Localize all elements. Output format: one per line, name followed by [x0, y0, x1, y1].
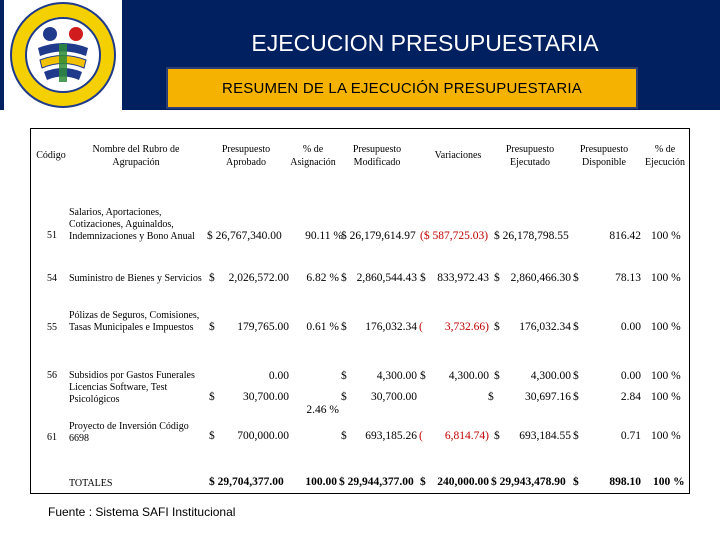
header-nombre: Nombre del Rubro de Agrupación	[92, 144, 180, 168]
row55-disponible: 0.00	[620, 321, 641, 333]
row56-codigo: 56	[47, 370, 57, 381]
row61-ejecucion: 100 %	[651, 430, 681, 442]
budget-table: Código Nombre del Rubro de Agrupación Pr…	[30, 128, 690, 494]
logo-seal-icon	[10, 2, 116, 108]
header-variaciones: Variaciones	[434, 150, 482, 161]
row54-modificado-currency: $	[341, 272, 347, 284]
row61-variaciones-paren: (	[419, 430, 423, 442]
row56b-asignacion: 2.46 %	[306, 404, 339, 416]
row56a-ejecucion: 100 %	[651, 370, 681, 382]
row51-modificado: $ 26,179,614.97	[341, 230, 416, 242]
row51-asignacion: 90.11 %	[305, 230, 343, 242]
row55-asignacion: 0.61 %	[306, 321, 339, 333]
row56a-variaciones-currency: $	[420, 370, 426, 382]
row54-codigo: 54	[47, 273, 57, 284]
totals-aprobado: $ 29,704,377.00	[209, 476, 284, 488]
subtitle: RESUMEN DE LA EJECUCIÓN PRESUPUESTARIA	[222, 80, 582, 97]
header-modificado: Presupuesto Modificado	[352, 144, 402, 168]
row56a-disponible: 0.00	[620, 370, 641, 382]
row56b-disponible-currency: $	[573, 391, 579, 403]
row54-ejecutado-currency: $	[494, 272, 500, 284]
row54-aprobado: 2,026,572.00	[228, 272, 289, 284]
row56a-ejecutado-currency: $	[494, 370, 500, 382]
row55-modificado: 176,032.34	[365, 321, 417, 333]
header-ejecucion: % de Ejecución	[645, 144, 685, 168]
header-disponible: Presupuesto Disponible	[579, 144, 629, 168]
row56b-ejecucion: 100 %	[651, 391, 681, 403]
row51-ejecutado: $ 26,178,798.55	[494, 230, 569, 242]
row56b-currency: $	[209, 391, 215, 403]
row55-ejecutado: 176,032.34	[519, 321, 571, 333]
row51-codigo: 51	[47, 230, 57, 241]
row56a-disponible-currency: $	[573, 370, 579, 382]
row56b-aprobado: 30,700.00	[243, 391, 289, 403]
row54-variaciones-currency: $	[420, 272, 426, 284]
row56a-modificado: 4,300.00	[376, 370, 417, 382]
row55-currency: $	[209, 321, 215, 333]
row54-ejecutado: 2,860,466.30	[510, 272, 571, 284]
row51-ejecucion: 100 %	[651, 230, 681, 242]
row56a-modificado-currency: $	[341, 370, 347, 382]
row55-modificado-currency: $	[341, 321, 347, 333]
subtitle-box	[166, 67, 638, 109]
row56b-disponible: 2.84	[620, 391, 641, 403]
row56b-modificado-currency: $	[341, 391, 347, 403]
row51-aprobado: $ 26,767,340.00	[207, 230, 282, 242]
row54-asignacion: 6.82 %	[306, 272, 339, 284]
row51-disponible: 816.42	[609, 230, 641, 242]
row54-variaciones: 833,972.43	[437, 272, 489, 284]
row56b-ejecutado-currency: $	[488, 391, 494, 403]
totals-disponible-currency: $	[573, 476, 579, 488]
row56a-variaciones: 4,300.00	[448, 370, 489, 382]
header-asignacion: % de Asignación	[290, 144, 336, 168]
row61-codigo: 61	[47, 432, 57, 443]
row54-currency: $	[209, 272, 215, 284]
header-aprobado: Presupuesto Aprobado	[221, 144, 271, 168]
row61-disponible-currency: $	[573, 430, 579, 442]
totals-ejecutado: $ 29,943,478.90	[491, 476, 566, 488]
row55-disponible-currency: $	[573, 321, 579, 333]
row61-currency: $	[209, 430, 215, 442]
row55-codigo: 55	[47, 322, 57, 333]
row56b-nombre: Licencias Software, Test Psicológicos	[69, 382, 168, 405]
header-codigo: Código	[36, 150, 66, 161]
row61-aprobado: 700,000.00	[237, 430, 289, 442]
row61-disponible: 0.71	[620, 430, 641, 442]
row54-modificado: 2,860,544.43	[356, 272, 417, 284]
row61-ejecutado-currency: $	[494, 430, 500, 442]
row61-ejecutado: 693,184.55	[519, 430, 571, 442]
row55-ejecucion: 100 %	[651, 321, 681, 333]
row56b-ejecutado: 30,697.16	[525, 391, 571, 403]
row56a-aprobado: 0.00	[268, 370, 289, 382]
row54-nombre: Suministro de Bienes y Servicios	[69, 273, 202, 284]
row55-variaciones: 3,732.66)	[444, 321, 489, 333]
row56b-modificado: 30,700.00	[371, 391, 417, 403]
row55-aprobado: 179,765.00	[237, 321, 289, 333]
row54-disponible: 78.13	[615, 272, 641, 284]
institution-logo	[4, 0, 122, 110]
row54-ejecucion: 100 %	[651, 272, 681, 284]
totals-asignacion: 100.00	[305, 476, 337, 488]
totals-disponible: 898.10	[609, 476, 641, 488]
row55-nombre: Pólizas de Seguros, Comisiones, Tasas Mu…	[69, 310, 200, 333]
totals-variaciones: 240,000.00	[437, 476, 489, 488]
row61-modificado-currency: $	[341, 430, 347, 442]
row51-variaciones: ($ 587,725.03)	[420, 230, 489, 242]
row61-nombre: Proyecto de Inversión Código 6698	[69, 421, 189, 444]
row55-variaciones-paren: (	[419, 321, 423, 333]
totals-variaciones-currency: $	[420, 476, 426, 488]
source-note: Fuente : Sistema SAFI Institucional	[48, 505, 236, 519]
header-ejecutado: Presupuesto Ejecutado	[505, 144, 555, 168]
totals-modificado: $ 29,944,377.00	[339, 476, 414, 488]
row55-ejecutado-currency: $	[494, 321, 500, 333]
totals-ejecucion: 100 %	[653, 476, 685, 488]
row54-disponible-currency: $	[573, 272, 579, 284]
page-title: EJECUCION PRESUPUESTARIA	[251, 30, 599, 56]
row61-modificado: 693,185.26	[365, 430, 417, 442]
row61-variaciones: 6,814.74)	[444, 430, 489, 442]
totals-label: TOTALES	[69, 478, 113, 489]
row56a-nombre: Subsidios por Gastos Funerales	[69, 370, 195, 381]
row56a-ejecutado: 4,300.00	[530, 370, 571, 382]
row51-nombre: Salarios, Aportaciones, Cotizaciones, Ag…	[69, 207, 195, 242]
